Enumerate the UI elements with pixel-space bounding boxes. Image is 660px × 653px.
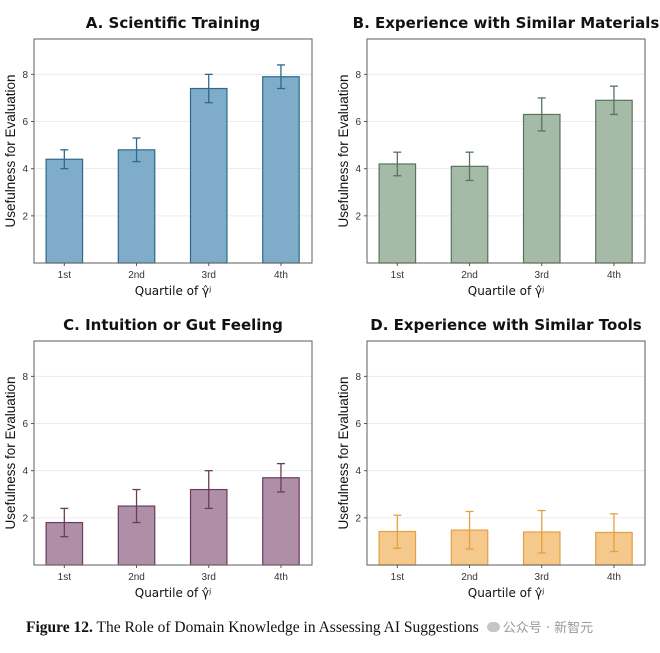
bar-1st [378, 163, 417, 264]
watermark-text: 公众号 · 新智元 [502, 621, 594, 636]
x-tick-label: 1st [391, 572, 405, 583]
panel-b-experience-similar-materials: B. Experience with Similar Materials 2 4 6 8… [336, 14, 659, 298]
plot-frame [33, 38, 313, 264]
bar-1st [45, 158, 84, 264]
bar-4th [262, 76, 300, 264]
x-tick-label: 2nd [128, 270, 145, 281]
y-axis-label: Usefulness for Evaluation [3, 74, 18, 227]
y-tick-label: 6 [355, 117, 361, 128]
y-tick-label: 4 [355, 466, 361, 477]
panel-title: B. Experience with Similar Materials [353, 14, 660, 32]
x-axis-label: Quartile of γ̂ʲ [135, 586, 212, 600]
y-axis-label: Usefulness for Evaluation [336, 376, 351, 529]
caption-label: Figure 12. [26, 619, 93, 636]
y-tick-label: 6 [22, 117, 28, 128]
x-tick-label: 3rd [535, 270, 549, 281]
y-tick-label: 6 [355, 419, 361, 430]
y-tick-label: 2 [355, 513, 361, 524]
y-tick-label: 4 [22, 466, 28, 477]
x-tick-label: 4th [274, 270, 288, 281]
x-axis-label: Quartile of γ̂ʲ [468, 284, 545, 298]
panel-title: D. Experience with Similar Tools [370, 316, 642, 334]
plot-frame [366, 38, 646, 264]
y-tick-label: 2 [22, 513, 28, 524]
x-axis-label: Quartile of γ̂ʲ [135, 284, 212, 298]
bar-4th [595, 99, 633, 264]
panel-title: C. Intuition or Gut Feeling [63, 316, 283, 334]
plot-frame [33, 340, 313, 566]
plot-frame [366, 340, 646, 566]
panel-c-intuition-gut-feeling: C. Intuition or Gut Feeling 2 4 6 8 1st 2nd 3rd… [3, 316, 313, 600]
y-tick-label: 8 [22, 372, 28, 383]
y-axis-label: Usefulness for Evaluation [3, 376, 18, 529]
x-tick-label: 1st [58, 572, 72, 583]
y-tick-label: 6 [22, 419, 28, 430]
figure-caption: Figure 12. The Role of Domain Knowledge … [26, 619, 479, 637]
y-tick-label: 2 [22, 211, 28, 222]
x-tick-label: 3rd [202, 270, 216, 281]
y-axis-label: Usefulness for Evaluation [336, 74, 351, 227]
x-tick-label: 2nd [128, 572, 145, 583]
x-tick-label: 3rd [202, 572, 216, 583]
x-tick-label: 4th [274, 572, 288, 583]
y-tick-label: 8 [355, 372, 361, 383]
x-tick-label: 2nd [461, 572, 478, 583]
x-tick-label: 1st [58, 270, 72, 281]
x-tick-label: 2nd [461, 270, 478, 281]
watermark: 公众号 · 新智元 [486, 617, 594, 636]
x-tick-label: 1st [391, 270, 405, 281]
y-tick-label: 8 [355, 70, 361, 81]
x-tick-label: 4th [607, 270, 621, 281]
x-tick-label: 4th [607, 572, 621, 583]
panel-d-experience-similar-tools: D. Experience with Similar Tools 2 4 6 8 1st 2… [336, 316, 646, 600]
panel-title: A. Scientific Training [86, 14, 261, 32]
y-tick-label: 4 [355, 164, 361, 175]
y-tick-label: 8 [22, 70, 28, 81]
x-tick-label: 3rd [535, 572, 549, 583]
bar-3rd [189, 87, 228, 264]
figure-footer: Figure 12. The Role of Domain Knowledge … [0, 617, 660, 637]
bar-2nd [117, 149, 156, 264]
panel-a-scientific-training: A. Scientific Training 2 4 6 8 1st 2nd 3rd 4th Qu… [3, 14, 313, 298]
x-axis-label: Quartile of γ̂ʲ [468, 586, 545, 600]
y-tick-label: 4 [22, 164, 28, 175]
caption-text: The Role of Domain Knowledge in Assessin… [92, 619, 479, 636]
bar-3rd [522, 113, 561, 264]
wechat-icon [486, 621, 500, 632]
y-tick-label: 2 [355, 211, 361, 222]
